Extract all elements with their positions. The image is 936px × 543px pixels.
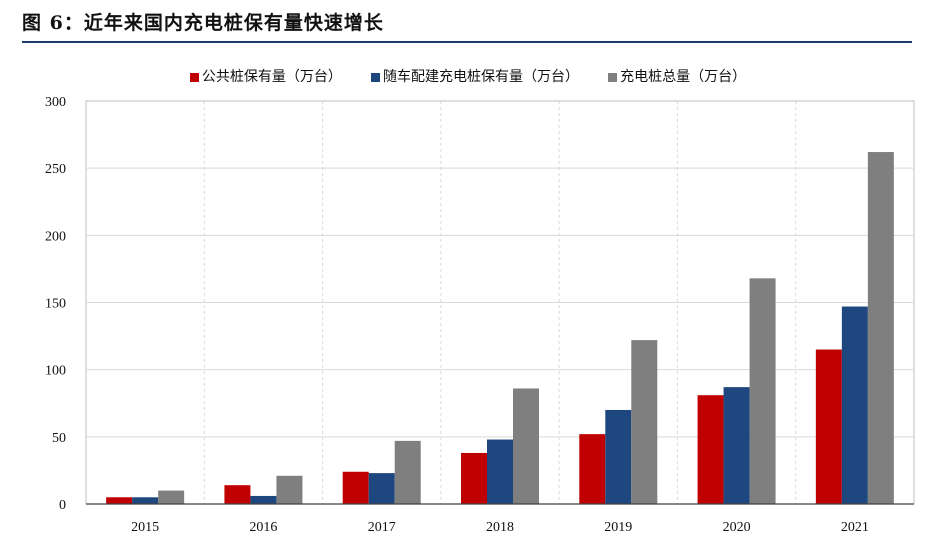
x-tick-label: 2020 bbox=[723, 520, 751, 535]
bar-total-2020 bbox=[749, 278, 776, 504]
y-tick-label: 300 bbox=[45, 95, 66, 110]
x-tick-label: 2015 bbox=[131, 520, 159, 535]
bar-private-2016 bbox=[250, 495, 277, 504]
legend-item-private: 随车配建充电桩保有量（万台） bbox=[371, 66, 579, 86]
bar-private-2019 bbox=[605, 409, 632, 504]
bar-total-2017 bbox=[394, 440, 421, 504]
x-tick-label: 2019 bbox=[604, 520, 632, 535]
legend-item-total: 充电桩总量（万台） bbox=[608, 66, 746, 86]
legend-swatch-total bbox=[608, 72, 618, 82]
legend-label-public: 公共桩保有量（万台） bbox=[201, 69, 342, 85]
x-tick-label: 2017 bbox=[368, 520, 396, 535]
bar-private-2021 bbox=[841, 306, 868, 504]
bar-public-2017 bbox=[342, 471, 369, 504]
y-tick-label: 50 bbox=[52, 431, 66, 446]
y-tick-label: 0 bbox=[59, 498, 66, 513]
y-tick-label: 100 bbox=[45, 364, 66, 379]
bar-public-2016 bbox=[224, 485, 251, 504]
legend-swatch-private bbox=[371, 72, 380, 82]
bar-public-2021 bbox=[815, 349, 842, 504]
legend-item-public: 公共桩保有量（万台） bbox=[189, 66, 342, 86]
x-tick-label: 2021 bbox=[841, 520, 869, 535]
bar-private-2020 bbox=[723, 387, 750, 504]
title-divider bbox=[22, 41, 912, 43]
legend-label-private: 随车配建充电桩保有量（万台） bbox=[383, 69, 579, 85]
y-tick-label: 250 bbox=[45, 162, 66, 177]
legend-swatch-public bbox=[189, 72, 199, 82]
bar-public-2020 bbox=[697, 395, 724, 504]
bar-private-2015 bbox=[132, 497, 159, 504]
bar-total-2021 bbox=[867, 152, 894, 504]
bar-private-2018 bbox=[487, 439, 513, 504]
bar-total-2018 bbox=[513, 388, 539, 504]
y-tick-label: 150 bbox=[45, 297, 66, 312]
y-tick-label: 200 bbox=[45, 229, 66, 244]
x-tick-label: 2018 bbox=[486, 520, 514, 535]
figure-title: 图 6：近年来国内充电桩保有量快速增长 bbox=[22, 12, 384, 34]
bar-total-2019 bbox=[631, 340, 658, 504]
bar-public-2019 bbox=[579, 434, 606, 504]
x-tick-label: 2016 bbox=[249, 520, 277, 535]
bar-total-2015 bbox=[158, 490, 185, 504]
bar-total-2016 bbox=[276, 475, 303, 504]
legend-label-total: 充电桩总量（万台） bbox=[620, 69, 747, 85]
chart-legend: 公共桩保有量（万台） 随车配建充电桩保有量（万台） 充电桩总量（万台） bbox=[0, 66, 936, 86]
bar-public-2018 bbox=[461, 452, 487, 504]
bar-private-2017 bbox=[368, 473, 395, 504]
bar-public-2015 bbox=[106, 497, 133, 504]
